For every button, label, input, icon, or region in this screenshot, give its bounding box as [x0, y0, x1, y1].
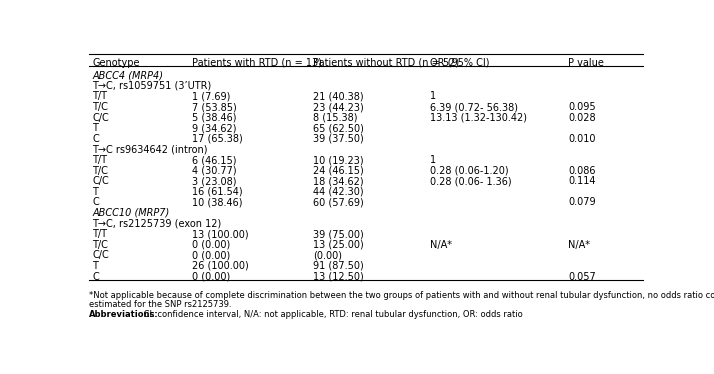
Text: 26 (100.00): 26 (100.00): [191, 261, 248, 271]
Text: 0.028: 0.028: [568, 113, 595, 123]
Text: 0.010: 0.010: [568, 134, 595, 144]
Text: 39 (75.00): 39 (75.00): [313, 229, 364, 239]
Text: Patients with RTD (n = 13): Patients with RTD (n = 13): [191, 58, 321, 68]
Text: T→C, rs1059751 (3’UTR): T→C, rs1059751 (3’UTR): [92, 81, 211, 91]
Text: 3 (23.08): 3 (23.08): [191, 176, 236, 186]
Text: 13 (25.00): 13 (25.00): [313, 240, 364, 250]
Text: 13 (12.50): 13 (12.50): [313, 272, 364, 282]
Text: 65 (62.50): 65 (62.50): [313, 123, 364, 133]
Text: 8 (15.38): 8 (15.38): [313, 113, 358, 123]
Text: 10 (19.23): 10 (19.23): [313, 155, 364, 165]
Text: 60 (57.69): 60 (57.69): [313, 197, 364, 208]
Text: 10 (38.46): 10 (38.46): [191, 197, 242, 208]
Text: 4 (30.77): 4 (30.77): [191, 166, 236, 176]
Text: 5 (38.46): 5 (38.46): [191, 113, 236, 123]
Text: T/C: T/C: [92, 240, 108, 250]
Text: T/T: T/T: [92, 91, 107, 101]
Text: T/C: T/C: [92, 102, 108, 112]
Text: 7 (53.85): 7 (53.85): [191, 102, 236, 112]
Text: N/A*: N/A*: [568, 240, 590, 250]
Text: 6 (46.15): 6 (46.15): [191, 155, 236, 165]
Text: T/T: T/T: [92, 229, 107, 239]
Text: T: T: [92, 123, 98, 133]
Text: 0 (0.00): 0 (0.00): [191, 250, 230, 260]
Text: 1: 1: [430, 91, 436, 101]
Text: T→C rs9634642 (intron): T→C rs9634642 (intron): [92, 144, 208, 154]
Text: C/C: C/C: [92, 250, 109, 260]
Text: 0.095: 0.095: [568, 102, 595, 112]
Text: 0.057: 0.057: [568, 272, 595, 282]
Text: Genotype: Genotype: [92, 58, 139, 68]
Text: 0.28 (0.06- 1.36): 0.28 (0.06- 1.36): [430, 176, 511, 186]
Text: (0.00): (0.00): [313, 250, 342, 260]
Text: 0.079: 0.079: [568, 197, 595, 208]
Text: P value: P value: [568, 58, 604, 68]
Text: C: C: [92, 134, 99, 144]
Text: Abbreviations:: Abbreviations:: [89, 310, 159, 319]
Text: ABCC4 (MRP4): ABCC4 (MRP4): [92, 70, 163, 80]
Text: 44 (42.30): 44 (42.30): [313, 187, 364, 197]
Text: 1 (7.69): 1 (7.69): [191, 91, 230, 101]
Text: Patients without RTD (n = 52): Patients without RTD (n = 52): [313, 58, 460, 68]
Text: C/C: C/C: [92, 176, 109, 186]
Text: 9 (34.62): 9 (34.62): [191, 123, 236, 133]
Text: T: T: [92, 261, 98, 271]
Text: T/T: T/T: [92, 155, 107, 165]
Text: 18 (34.62): 18 (34.62): [313, 176, 364, 186]
Text: 24 (46.15): 24 (46.15): [313, 166, 364, 176]
Text: T: T: [92, 187, 98, 197]
Text: C/C: C/C: [92, 113, 109, 123]
Text: CI: confidence interval, N/A: not applicable, RTD: renal tubular dysfunction, OR: CI: confidence interval, N/A: not applic…: [141, 310, 523, 319]
Text: 0 (0.00): 0 (0.00): [191, 240, 230, 250]
Text: 0.114: 0.114: [568, 176, 595, 186]
Text: C: C: [92, 197, 99, 208]
Text: 13 (100.00): 13 (100.00): [191, 229, 248, 239]
Text: 16 (61.54): 16 (61.54): [191, 187, 242, 197]
Text: *Not applicable because of complete discrimination between the two groups of pat: *Not applicable because of complete disc…: [89, 291, 714, 300]
Text: ABCC10 (MRP7): ABCC10 (MRP7): [92, 208, 169, 218]
Text: 17 (65.38): 17 (65.38): [191, 134, 242, 144]
Text: T/C: T/C: [92, 166, 108, 176]
Text: 39 (37.50): 39 (37.50): [313, 134, 364, 144]
Text: N/A*: N/A*: [430, 240, 451, 250]
Text: 0 (0.00): 0 (0.00): [191, 272, 230, 282]
Text: estimated for the SNP rs2125739.: estimated for the SNP rs2125739.: [89, 300, 232, 309]
Text: 91 (87.50): 91 (87.50): [313, 261, 364, 271]
Text: 13.13 (1.32-130.42): 13.13 (1.32-130.42): [430, 113, 526, 123]
Text: 1: 1: [430, 155, 436, 165]
Text: OR (95% CI): OR (95% CI): [430, 58, 489, 68]
Text: 23 (44.23): 23 (44.23): [313, 102, 364, 112]
Text: T→C, rs2125739 (exon 12): T→C, rs2125739 (exon 12): [92, 218, 221, 229]
Text: C: C: [92, 272, 99, 282]
Text: 0.086: 0.086: [568, 166, 595, 176]
Text: 6.39 (0.72- 56.38): 6.39 (0.72- 56.38): [430, 102, 518, 112]
Text: 0.28 (0.06-1.20): 0.28 (0.06-1.20): [430, 166, 508, 176]
Text: 21 (40.38): 21 (40.38): [313, 91, 364, 101]
